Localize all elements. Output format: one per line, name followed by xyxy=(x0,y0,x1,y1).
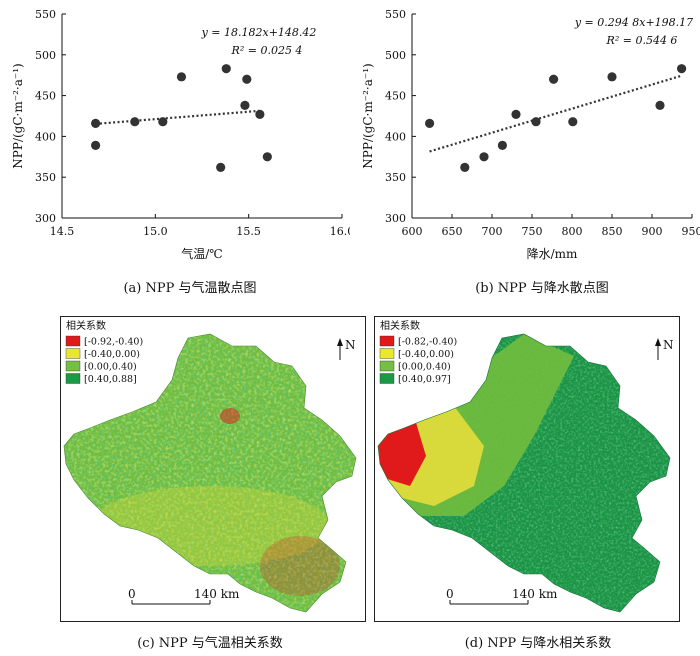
data-point xyxy=(176,72,187,82)
data-point xyxy=(460,162,470,173)
data-point xyxy=(479,152,489,162)
svg-text:140 km: 140 km xyxy=(194,587,240,601)
legend-swatch xyxy=(65,373,81,384)
north-arrow-c: N xyxy=(337,338,356,360)
caption-a: (a) NPP 与气温散点图 xyxy=(123,281,257,296)
x-tick-label: 800 xyxy=(562,225,583,238)
data-point xyxy=(91,118,101,128)
x-tick-label: 900 xyxy=(642,225,663,238)
data-point xyxy=(531,117,541,127)
y-axis-label: NPP/(gC·m⁻²·a⁻¹) xyxy=(361,63,375,168)
caption-b: (b) NPP 与降水散点图 xyxy=(475,281,609,296)
north-arrow-d: N xyxy=(655,338,674,360)
y-tick-label: 450 xyxy=(385,90,406,103)
map-temperature-correlation: 相关系数 [-0.92,-0.40)[-0.40,0.00) [0.00,0.40)… xyxy=(60,316,366,622)
r-squared: R² = 0.025 4 xyxy=(231,44,303,57)
x-tick-label: 14.5 xyxy=(50,225,75,238)
y-tick-label: 400 xyxy=(35,130,56,143)
data-point xyxy=(549,74,559,84)
svg-text:140 km: 140 km xyxy=(512,587,558,601)
legend-swatch xyxy=(65,360,81,372)
data-point xyxy=(91,140,101,150)
data-point xyxy=(242,74,252,84)
svg-text:0: 0 xyxy=(128,587,136,601)
legend-label: [-0.40,0.00) xyxy=(84,349,140,360)
data-point xyxy=(677,64,687,74)
legend-label: [0.00,0.40) xyxy=(84,362,137,373)
x-tick-label: 650 xyxy=(442,225,463,238)
x-axis-label: 气温/℃ xyxy=(181,246,222,261)
trend-line xyxy=(429,74,682,153)
plot-b: 300 350 400 450 500 550 600 650 700 750 800 850 900 9… xyxy=(361,8,700,261)
data-point xyxy=(216,162,226,173)
legend-label: [-0.92,-0.40) xyxy=(84,337,143,348)
legend-title: 相关系数 xyxy=(66,319,106,332)
legend-swatch xyxy=(65,348,81,359)
scale-bar-d: 0 140 km xyxy=(446,587,558,605)
x-axis-label: 降水/mm xyxy=(527,247,578,261)
caption-c: (c) NPP 与气温相关系数 xyxy=(137,636,283,651)
data-point xyxy=(130,117,140,127)
x-tick-label: 950 xyxy=(682,225,700,238)
legend-label: [0.40,0.88] xyxy=(84,374,137,385)
r-squared: R² = 0.544 6 xyxy=(606,34,678,47)
x-tick-label: 16.0 xyxy=(330,225,350,238)
y-tick-label: 300 xyxy=(35,212,56,225)
scatter-temperature: 300 350 400 450 500 550 14.5 15.0 15.5 16.0 气温/℃ NP… xyxy=(11,8,350,261)
legend-label: [-0.82,-0.40) xyxy=(398,337,457,348)
legend-swatch xyxy=(379,335,395,347)
x-tick-label: 15.5 xyxy=(236,225,261,238)
y-tick-label: 450 xyxy=(35,90,56,103)
data-point xyxy=(262,152,272,162)
regression-equation: y = 18.182x+148.42 xyxy=(201,26,317,39)
x-tick-label: 850 xyxy=(602,225,623,238)
y-tick-label: 500 xyxy=(35,49,56,62)
x-tick-label: 15.0 xyxy=(143,225,168,238)
data-point xyxy=(158,117,168,127)
data-point xyxy=(221,64,231,74)
x-tick-label: 750 xyxy=(522,225,543,238)
legend-swatch xyxy=(65,335,81,347)
legend-label: [-0.40,0.00) xyxy=(398,349,454,360)
data-point xyxy=(655,100,665,110)
legend-d: 相关系数 [-0.82,-0.40)[-0.40,0.00) [0.00,0.40)… xyxy=(379,319,457,385)
y-tick-label: 550 xyxy=(35,8,56,21)
scale-bar-c: 0 140 km xyxy=(128,587,240,605)
caption-d: (d) NPP 与降水相关系数 xyxy=(464,636,612,651)
legend-label: [0.40,0.97] xyxy=(398,374,451,385)
province-d xyxy=(378,334,670,612)
data-point xyxy=(425,118,435,128)
y-tick-label: 350 xyxy=(385,171,406,184)
scatter-precipitation: 300 350 400 450 500 550 600 650 700 750 800 850 900 9… xyxy=(361,8,700,261)
data-point xyxy=(511,109,521,119)
plot-a: 300 350 400 450 500 550 14.5 15.0 15.5 16.0 气温/℃ NP… xyxy=(11,8,350,261)
map-precipitation-correlation: 相关系数 [-0.82,-0.40)[-0.40,0.00) [0.00,0.40)… xyxy=(374,316,680,622)
y-tick-label: 350 xyxy=(35,171,56,184)
legend-swatch xyxy=(379,373,395,384)
data-point xyxy=(255,109,265,119)
svg-text:0: 0 xyxy=(446,587,454,601)
legend-label: [0.00,0.40) xyxy=(398,362,451,373)
svg-text:N: N xyxy=(663,338,674,352)
y-tick-label: 500 xyxy=(385,49,406,62)
data-point xyxy=(607,72,617,82)
data-point xyxy=(240,100,250,110)
legend-swatch xyxy=(379,360,395,372)
x-tick-label: 700 xyxy=(482,225,503,238)
data-point xyxy=(497,140,507,150)
y-tick-label: 300 xyxy=(385,212,406,225)
regression-equation: y = 0.294 8x+198.17 xyxy=(574,16,693,29)
y-tick-label: 550 xyxy=(385,8,406,21)
svg-text:N: N xyxy=(345,338,356,352)
y-axis-label: NPP/(gC·m⁻²·a⁻¹) xyxy=(11,63,25,168)
legend-title: 相关系数 xyxy=(380,319,420,332)
trend-line xyxy=(95,109,262,125)
data-point xyxy=(568,117,578,127)
y-tick-label: 400 xyxy=(385,130,406,143)
legend-swatch xyxy=(379,348,395,359)
x-tick-label: 600 xyxy=(402,225,423,238)
legend-c: 相关系数 [-0.92,-0.40)[-0.40,0.00) [0.00,0.40)… xyxy=(65,319,143,385)
